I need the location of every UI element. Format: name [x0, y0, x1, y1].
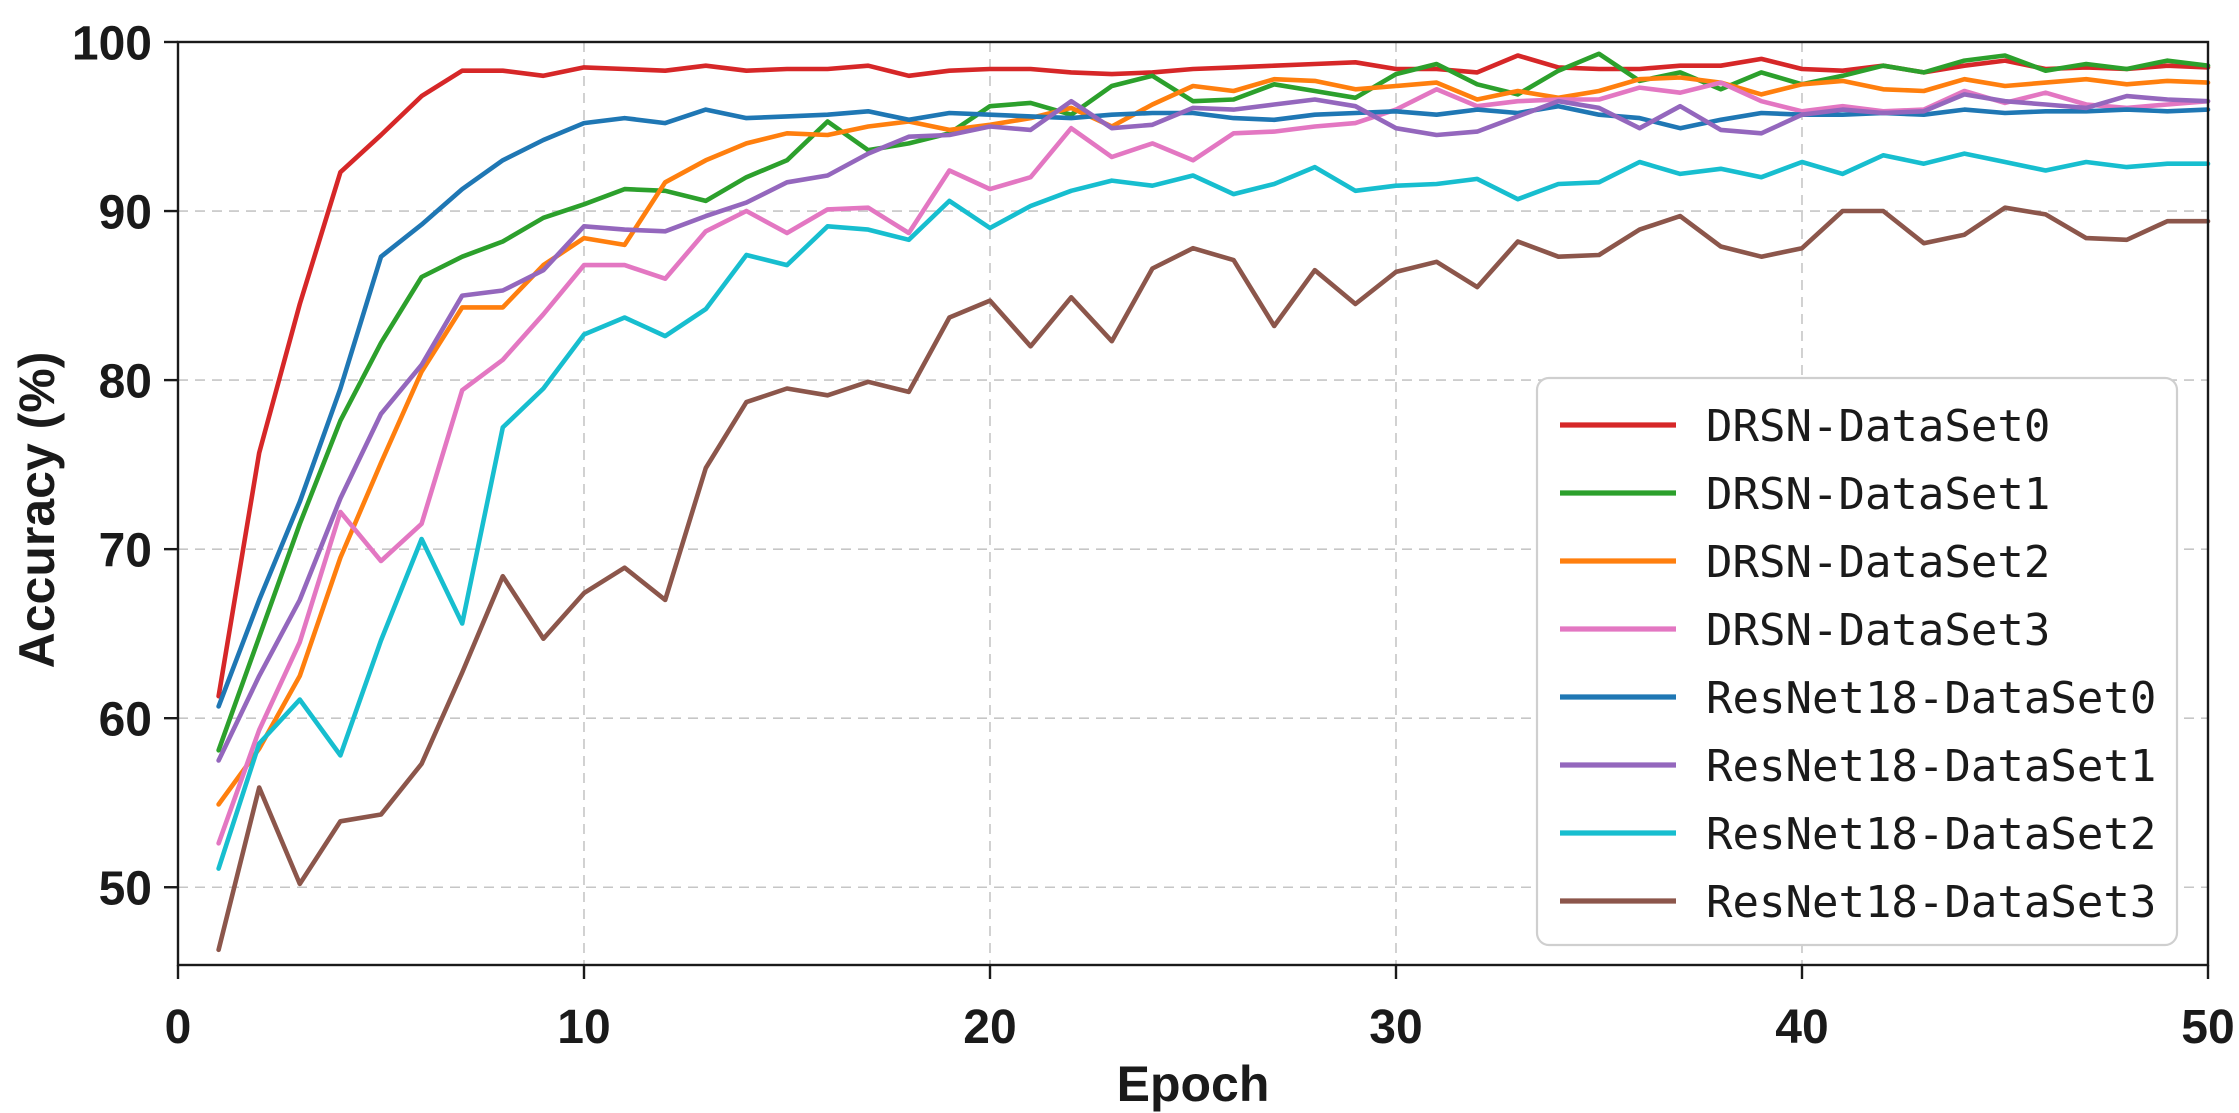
legend-item-label: ResNet18-DataSet1	[1706, 741, 2156, 792]
x-tick-label: 30	[1369, 1001, 1422, 1054]
data-series	[216, 51, 2211, 953]
series-line-ResNet18-DataSet1	[216, 92, 2211, 763]
legend-item: ResNet18-DataSet1	[1560, 741, 2156, 792]
tick-labels: 50 60 70 80 90 100 0 10 20 30 40 50	[72, 17, 2235, 1054]
legend-item: ResNet18-DataSet2	[1560, 809, 2156, 860]
legend-item-label: DRSN-DataSet1	[1706, 469, 2050, 520]
y-axis-title: Accuracy (%)	[9, 352, 65, 669]
y-tick-label: 60	[99, 693, 152, 746]
y-tick-label: 50	[99, 863, 152, 916]
legend: DRSN-DataSet0 DRSN-DataSet1 DRSN-DataSet2 D…	[1535, 376, 2179, 947]
tick-marks	[164, 40, 2210, 979]
legend-item: DRSN-DataSet1	[1560, 469, 2050, 520]
y-tick-label: 70	[99, 524, 152, 577]
series-line-ResNet18-DataSet3	[216, 205, 2211, 953]
series-line-DRSN-DataSet1	[216, 51, 2211, 753]
legend-item-label: DRSN-DataSet0	[1706, 401, 2050, 452]
legend-item: DRSN-DataSet0	[1560, 401, 2050, 452]
y-tick-label: 100	[72, 17, 152, 70]
x-tick-label: 10	[557, 1001, 610, 1054]
legend-item-label: ResNet18-DataSet0	[1706, 673, 2156, 724]
x-tick-label: 40	[1775, 1001, 1828, 1054]
legend-item: ResNet18-DataSet0	[1560, 673, 2156, 724]
legend-box	[1535, 376, 2179, 947]
series-line-ResNet18-DataSet2	[216, 151, 2211, 871]
x-tick-label: 50	[2181, 1001, 2234, 1054]
plot-border	[176, 40, 2210, 967]
legend-item-label: DRSN-DataSet2	[1706, 537, 2050, 588]
legend-item: ResNet18-DataSet3	[1560, 877, 2156, 928]
axes-spines	[176, 40, 2210, 967]
legend-item: DRSN-DataSet3	[1560, 605, 2050, 656]
x-tick-label: 0	[165, 1001, 192, 1054]
legend-item-label: ResNet18-DataSet3	[1706, 877, 2156, 928]
y-tick-label: 90	[99, 186, 152, 239]
x-tick-label: 20	[963, 1001, 1016, 1054]
y-tick-label: 80	[99, 355, 152, 408]
legend-item-label: DRSN-DataSet3	[1706, 605, 2050, 656]
legend-item: DRSN-DataSet2	[1560, 537, 2050, 588]
x-axis-title: Epoch	[1117, 1056, 1270, 1112]
legend-item-label: ResNet18-DataSet2	[1706, 809, 2156, 860]
